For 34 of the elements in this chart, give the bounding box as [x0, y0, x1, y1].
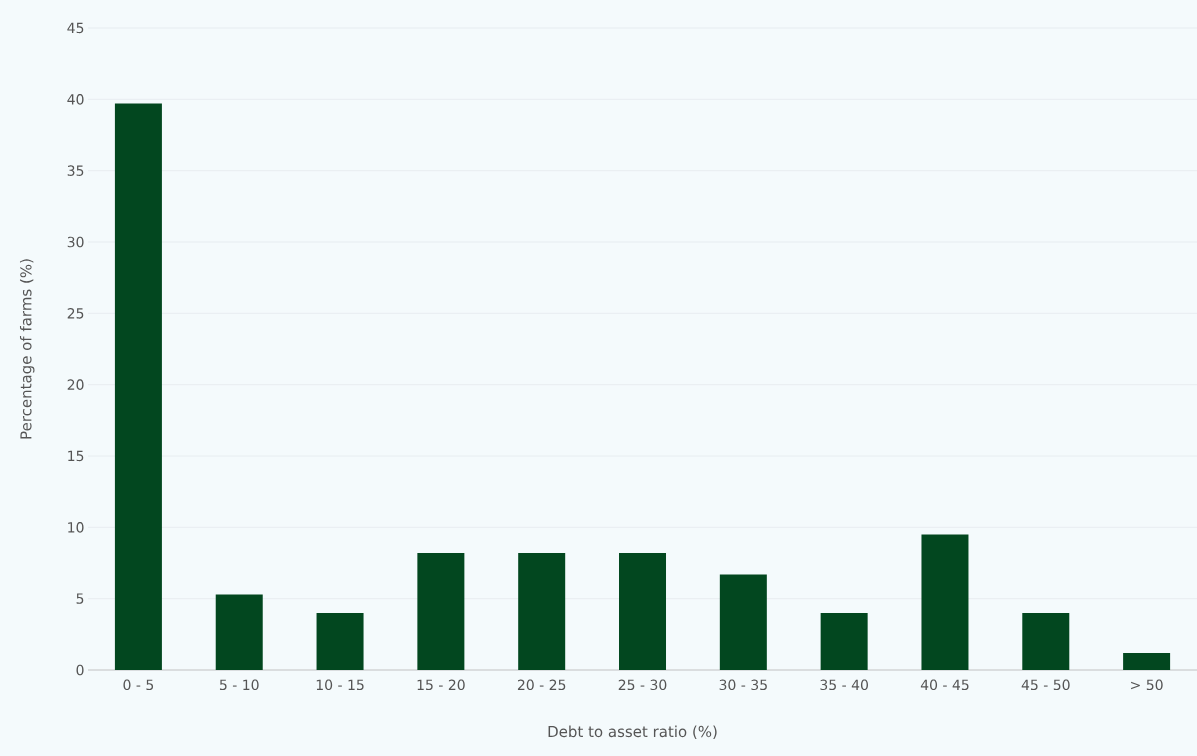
y-tick-label: 0: [76, 664, 84, 676]
x-axis-title: Debt to asset ratio (%): [548, 725, 717, 739]
y-tick-label: 45: [67, 22, 84, 34]
bar: [1123, 652, 1171, 670]
y-tick-label: 35: [67, 165, 84, 176]
x-tick-label: 45 - 50: [1021, 679, 1070, 691]
bar: [719, 574, 767, 670]
y-tick-label: 20: [67, 379, 84, 390]
bar: [114, 103, 162, 670]
bar: [417, 553, 465, 670]
x-tick-label: 35 - 40: [820, 679, 868, 691]
y-tick-label: 15: [68, 450, 84, 462]
bar: [619, 553, 667, 670]
bar: [316, 612, 364, 670]
x-tick-label: 25 - 30: [618, 679, 667, 691]
x-tick-label: 10 - 15: [316, 679, 364, 691]
bar: [215, 594, 263, 670]
y-tick-label: 30: [67, 236, 84, 248]
x-tick-label: 15 - 20: [417, 679, 465, 691]
x-tick-label: > 50: [1131, 679, 1163, 691]
bar: [921, 534, 969, 670]
y-tick-label: 5: [76, 593, 84, 604]
y-axis-title: Percentage of farms (%): [19, 259, 35, 439]
x-tick-label: 0 - 5: [123, 679, 154, 691]
bar: [820, 612, 868, 670]
y-tick-label: 10: [68, 522, 84, 533]
x-tick-label: 30 - 35: [719, 679, 767, 691]
x-tick-label: 5 - 10: [219, 679, 259, 691]
x-tick-label: 40 - 45: [920, 679, 969, 691]
y-tick-label: 40: [67, 94, 84, 105]
y-tick-label: 25: [67, 308, 84, 319]
bar: [518, 553, 566, 670]
x-tick-label: 20 - 25: [517, 679, 566, 691]
bar: [1022, 612, 1070, 670]
